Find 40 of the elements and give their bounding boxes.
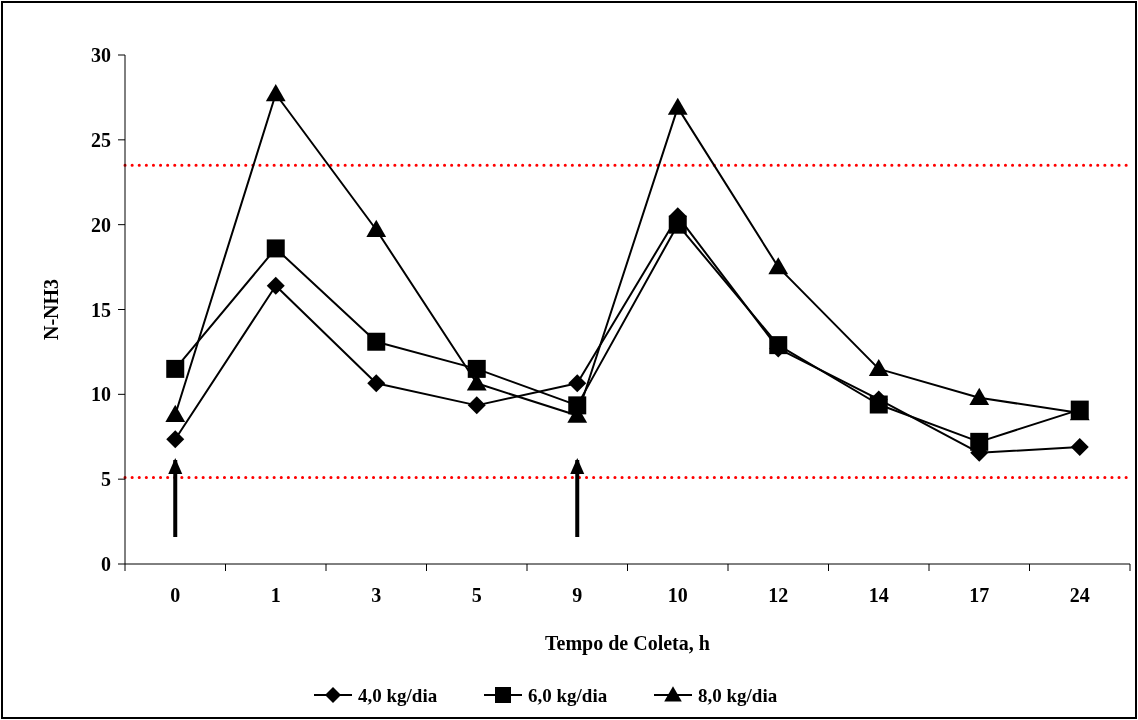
x-tick-label: 14: [868, 584, 889, 606]
y-tick-label: 15: [91, 298, 111, 321]
point: [265, 84, 286, 102]
point: [367, 374, 386, 393]
point: [166, 359, 185, 378]
y-tick-label: 20: [91, 213, 111, 236]
legend-label: 8,0 kg/dia: [698, 684, 778, 706]
x-tick-label: 10: [667, 584, 688, 606]
x-tick-label: 5: [471, 584, 482, 606]
x-tick-label: 3: [371, 584, 382, 606]
x-tick-label: 17: [969, 584, 990, 606]
x-tick-label: 0: [170, 584, 181, 606]
x-tick-label: 24: [1069, 584, 1090, 606]
x-tick-label: 1: [270, 584, 281, 606]
x-tick-label: 9: [572, 584, 583, 606]
y-tick-label: 30: [91, 44, 111, 66]
y-tick-label: 25: [91, 128, 111, 151]
point: [868, 358, 889, 377]
point: [166, 430, 185, 449]
y-tick-label: 10: [91, 383, 111, 406]
legend-label: 6,0 kg/dia: [528, 684, 608, 706]
point: [467, 359, 486, 378]
point: [165, 404, 186, 422]
point: [467, 396, 486, 415]
x-tick-label: 12: [768, 584, 789, 606]
legend-label: 4,0 kg/dia: [358, 684, 438, 706]
point: [266, 276, 285, 295]
y-tick-label: 5: [101, 468, 111, 491]
point: [1070, 437, 1089, 456]
y-tick-label: 0: [101, 553, 111, 575]
y-axis-title: N-NH3: [40, 278, 62, 341]
x-axis-title: Tempo de Coleta, h: [545, 632, 710, 655]
point: [366, 219, 387, 237]
point: [969, 387, 990, 405]
point: [568, 396, 587, 415]
point: [568, 374, 587, 393]
point: [367, 332, 386, 351]
point: [266, 239, 285, 258]
point: [768, 257, 789, 275]
point: [667, 97, 688, 115]
